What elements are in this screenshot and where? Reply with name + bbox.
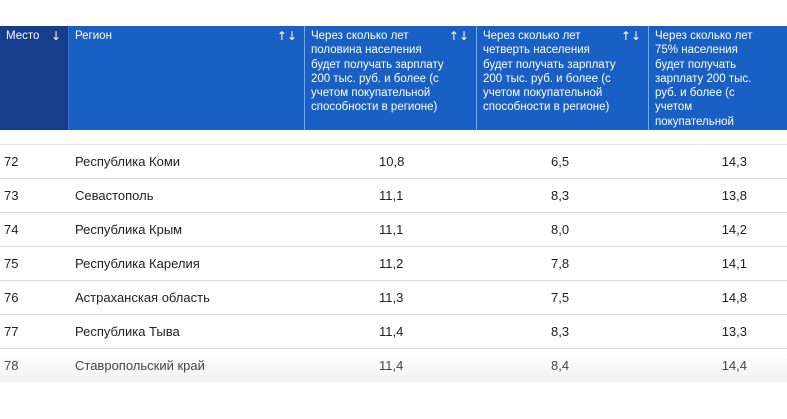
quarter-population-years-cell: 6,5 — [551, 154, 570, 169]
table-row[interactable]: 76 Астраханская область 11,3 7,5 14,8 — [0, 281, 787, 315]
table-row[interactable]: 75 Республика Карелия 11,2 7,8 14,1 — [0, 247, 787, 281]
place-cell: 74 — [4, 222, 19, 237]
column-header-region[interactable]: Регион ↑↓ — [69, 26, 305, 130]
table-row[interactable]: 78 Ставропольский край 11,4 8,4 14,4 — [0, 349, 787, 382]
quarter-population-years-cell: 7,5 — [551, 290, 570, 305]
sort-toggle-icon[interactable]: ↑↓ — [448, 29, 469, 43]
column-header-75-percent-population[interactable]: Через сколько лет 75% населения будет по… — [649, 26, 787, 156]
quarter-population-years-cell: 8,0 — [551, 222, 570, 237]
three-quarters-population-years-cell: 14,8 — [721, 290, 747, 305]
region-cell: Республика Коми — [75, 154, 181, 169]
region-cell: Республика Крым — [75, 222, 183, 237]
half-population-years-cell: 11,2 — [379, 256, 404, 271]
half-population-years-cell: 11,4 — [379, 358, 404, 373]
table-body: 72 Республика Коми 10,8 6,5 14,3 73 Севастопол… — [0, 145, 787, 382]
column-header-75-percent-population-label: Через сколько лет 75% населения будет по… — [655, 30, 753, 157]
half-population-years-cell: 11,1 — [379, 222, 404, 237]
place-cell: 76 — [4, 290, 19, 305]
place-cell: 77 — [4, 324, 19, 339]
three-quarters-population-years-cell: 14,4 — [721, 358, 747, 373]
region-cell: Республика Карелия — [75, 256, 200, 271]
region-cell: Республика Тыва — [75, 324, 180, 339]
sort-toggle-icon[interactable]: ↑↓ — [276, 29, 297, 43]
three-quarters-population-years-cell: 14,1 — [721, 256, 747, 271]
column-header-half-population[interactable]: Через сколько лет половина населения буд… — [305, 26, 477, 130]
column-header-place-label: Место — [6, 30, 40, 42]
place-cell: 72 — [4, 154, 19, 169]
quarter-population-years-cell: 7,8 — [551, 256, 570, 271]
column-header-quarter-population-label: Через сколько лет четверть населения буд… — [483, 30, 616, 114]
three-quarters-population-years-cell: 13,3 — [721, 324, 747, 339]
column-header-region-label: Регион — [75, 30, 112, 42]
half-population-years-cell: 10,8 — [379, 154, 405, 169]
region-cell: Астраханская область — [75, 290, 210, 305]
half-population-years-cell: 11,4 — [379, 324, 404, 339]
region-cell: Севастополь — [75, 188, 154, 203]
table-header: Место ↓ Регион ↑↓ Через сколько лет поло… — [0, 26, 787, 156]
three-quarters-population-years-cell: 13,8 — [721, 188, 747, 203]
ranking-table: Место ↓ Регион ↑↓ Через сколько лет поло… — [0, 26, 787, 382]
place-cell: 75 — [4, 256, 19, 271]
half-population-years-cell: 11,3 — [379, 290, 404, 305]
table-row[interactable]: 74 Республика Крым 11,1 8,0 14,2 — [0, 213, 787, 247]
place-cell: 73 — [4, 188, 19, 203]
half-population-years-cell: 11,1 — [379, 188, 404, 203]
place-cell: 78 — [4, 358, 19, 373]
table-row[interactable]: 77 Республика Тыва 11,4 8,3 13,3 — [0, 315, 787, 349]
table-row[interactable]: 73 Севастополь 11,1 8,3 13,8 — [0, 179, 787, 213]
table-row[interactable]: 72 Республика Коми 10,8 6,5 14,3 — [0, 145, 787, 179]
three-quarters-population-years-cell: 14,3 — [721, 154, 747, 169]
sort-toggle-icon[interactable]: ↑↓ — [620, 29, 641, 43]
scrolled-row-edge — [0, 130, 787, 145]
column-header-place[interactable]: Место ↓ — [0, 26, 69, 130]
column-header-half-population-label: Через сколько лет половина населения буд… — [311, 30, 444, 114]
region-cell: Ставропольский край — [75, 358, 205, 373]
quarter-population-years-cell: 8,3 — [551, 188, 570, 203]
quarter-population-years-cell: 8,4 — [551, 358, 570, 373]
column-header-quarter-population[interactable]: Через сколько лет четверть населения буд… — [477, 26, 649, 130]
sort-descending-icon[interactable]: ↓ — [50, 29, 61, 43]
three-quarters-population-years-cell: 14,2 — [721, 222, 747, 237]
quarter-population-years-cell: 8,3 — [551, 324, 570, 339]
